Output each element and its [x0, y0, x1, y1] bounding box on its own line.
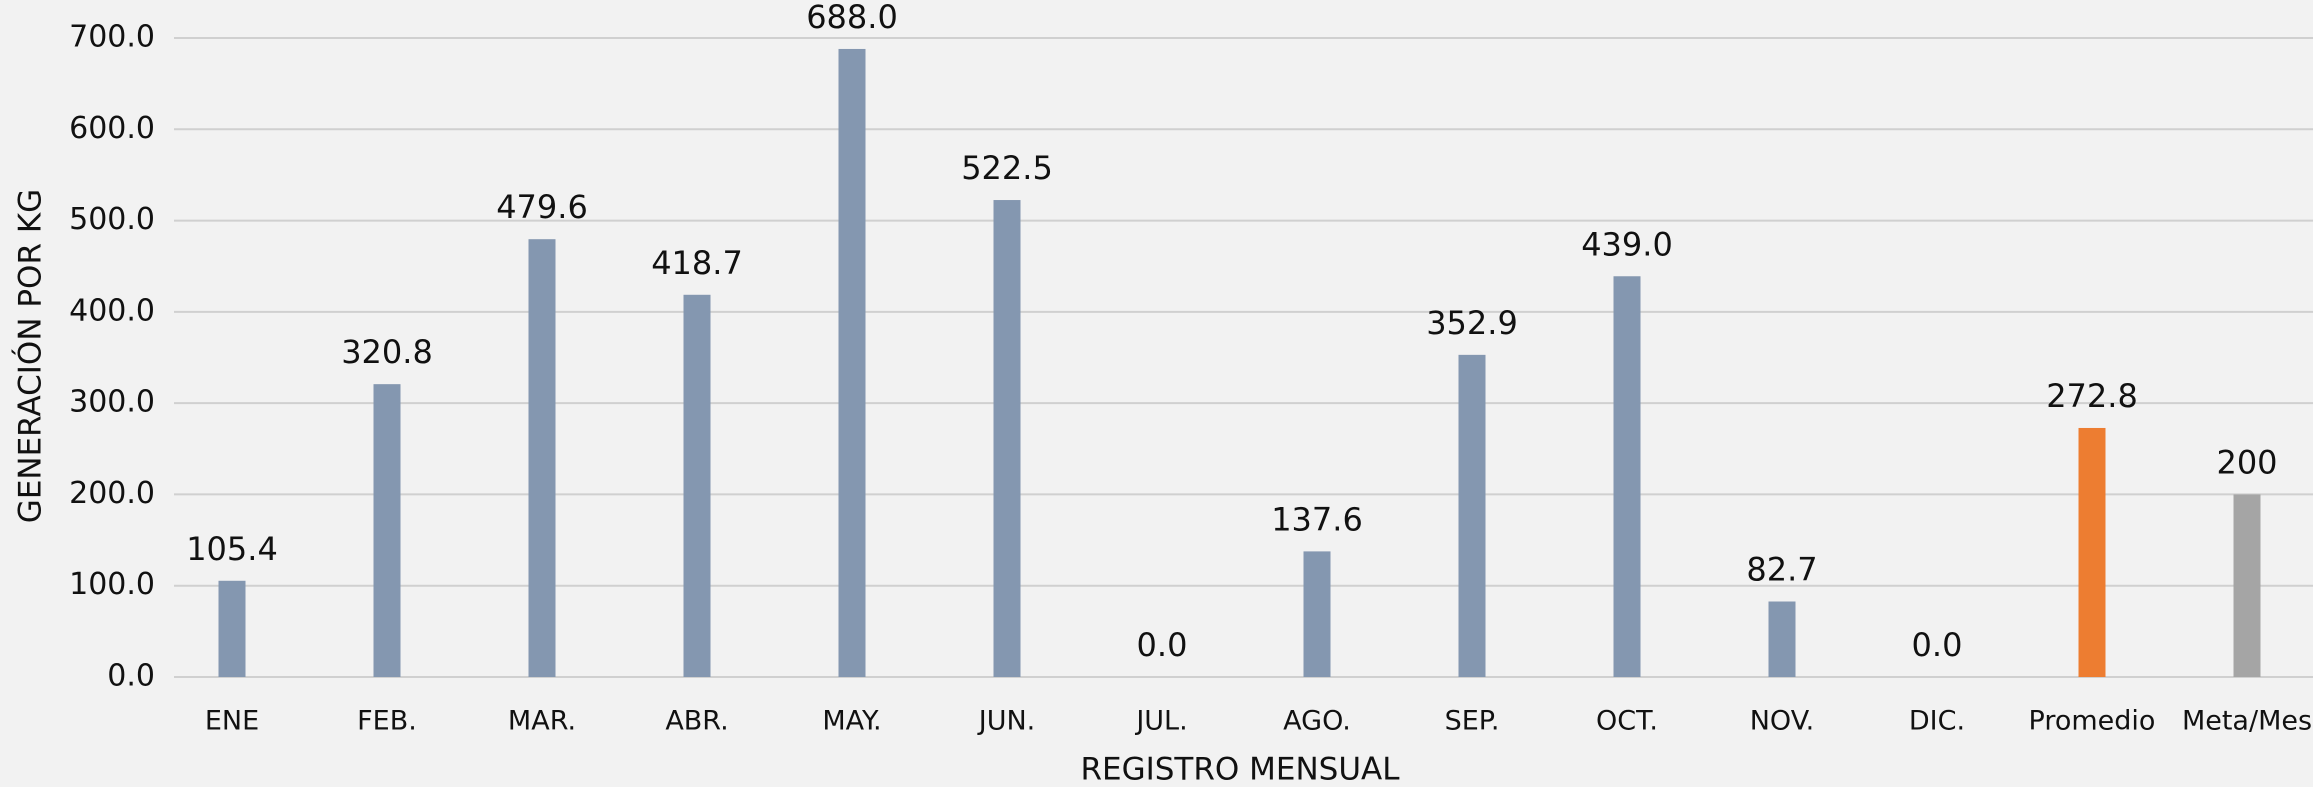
bar: [1768, 601, 1796, 677]
data-label: 418.7: [651, 244, 743, 282]
y-tick-label: 600.0: [69, 111, 155, 146]
x-tick-label: Promedio: [2029, 706, 2156, 737]
x-tick-label: DIC.: [1909, 706, 1965, 737]
bar: [218, 580, 246, 677]
data-label: 479.6: [496, 188, 588, 226]
x-tick-label: OCT.: [1596, 706, 1658, 737]
x-tick-label: MAY.: [822, 706, 881, 737]
bar: [993, 200, 1021, 677]
data-label: 137.6: [1271, 500, 1363, 538]
x-tick-label: AGO.: [1283, 706, 1351, 737]
y-tick-label: 700.0: [69, 20, 155, 55]
data-label: 200: [2216, 443, 2277, 481]
data-label: 0.0: [1912, 626, 1963, 664]
data-label: 688.0: [806, 0, 898, 36]
data-label: 320.8: [341, 333, 433, 371]
y-tick-label: 0.0: [107, 659, 155, 694]
y-axis-title: GENERACIÓN POR KG: [12, 189, 49, 523]
x-tick-label: ENE: [205, 706, 259, 737]
y-tick-label: 100.0: [69, 567, 155, 602]
x-tick-label: NOV.: [1750, 706, 1815, 737]
x-tick-label: FEB.: [357, 706, 417, 737]
bar: [1458, 354, 1486, 677]
bar: [528, 239, 556, 677]
x-tick-label: Meta/Mes: [2182, 706, 2312, 737]
bar: [2233, 494, 2261, 677]
x-tick-label: SEP.: [1445, 706, 1500, 737]
x-tick-label: JUL.: [1134, 706, 1187, 737]
data-label: 439.0: [1581, 225, 1673, 263]
bar: [683, 294, 711, 677]
data-label: 0.0: [1137, 626, 1188, 664]
y-tick-label: 400.0: [69, 293, 155, 328]
x-tick-label: JUN.: [977, 706, 1036, 737]
x-axis-title: REGISTRO MENSUAL: [1080, 752, 1400, 787]
data-label: 105.4: [186, 530, 278, 568]
y-tick-label: 200.0: [69, 476, 155, 511]
bar: [2078, 427, 2106, 677]
bar: [1613, 276, 1641, 677]
data-label: 352.9: [1426, 304, 1518, 342]
x-tick-label: ABR.: [665, 706, 728, 737]
x-tick-label: MAR.: [508, 706, 576, 737]
y-tick-label: 300.0: [69, 385, 155, 420]
data-label: 272.8: [2046, 377, 2138, 415]
data-label: 82.7: [1746, 551, 1817, 589]
bar: [373, 384, 401, 677]
bar: [838, 48, 866, 677]
bar: [1303, 551, 1331, 677]
data-label: 522.5: [961, 149, 1053, 187]
y-tick-label: 500.0: [69, 202, 155, 237]
